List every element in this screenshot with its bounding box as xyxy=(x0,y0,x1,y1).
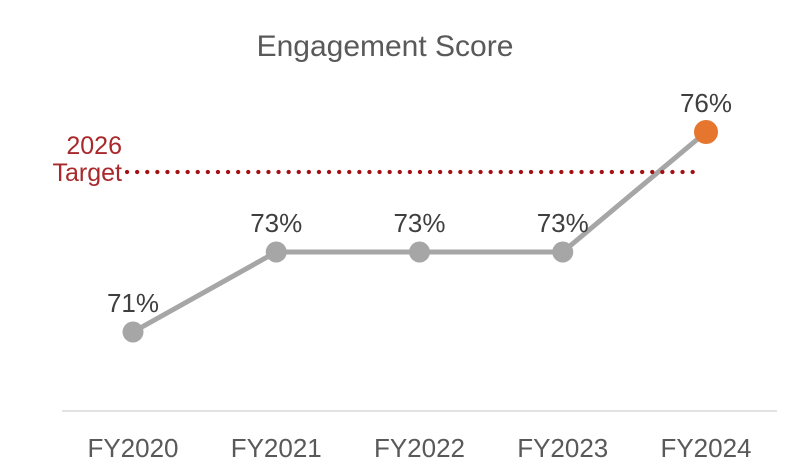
data-point-fy2022 xyxy=(409,241,430,263)
value-label-fy2022: 73% xyxy=(393,208,446,238)
x-axis-label-fy2023: FY2023 xyxy=(517,433,609,463)
data-point-fy2024 xyxy=(694,120,718,144)
value-label-fy2024: 76% xyxy=(679,88,733,118)
x-axis-label-fy2021: FY2021 xyxy=(230,433,322,463)
x-axis-label-fy2024: FY2024 xyxy=(660,433,752,463)
value-label-fy2020: 71% xyxy=(106,288,160,318)
x-axis-label-fy2020: FY2020 xyxy=(87,433,179,463)
data-point-fy2020 xyxy=(122,321,144,343)
target-label-line2: Target xyxy=(52,159,122,187)
value-label-fy2023: 73% xyxy=(536,208,589,238)
target-label: 2026 Target xyxy=(30,133,122,187)
x-axis-label-fy2022: FY2022 xyxy=(373,433,466,463)
data-point-fy2023 xyxy=(552,241,574,263)
data-point-fy2021 xyxy=(265,241,287,263)
value-label-fy2021: 73% xyxy=(250,208,303,238)
chart-title: Engagement Score xyxy=(256,30,514,63)
target-label-line1: 2026 xyxy=(66,132,122,160)
